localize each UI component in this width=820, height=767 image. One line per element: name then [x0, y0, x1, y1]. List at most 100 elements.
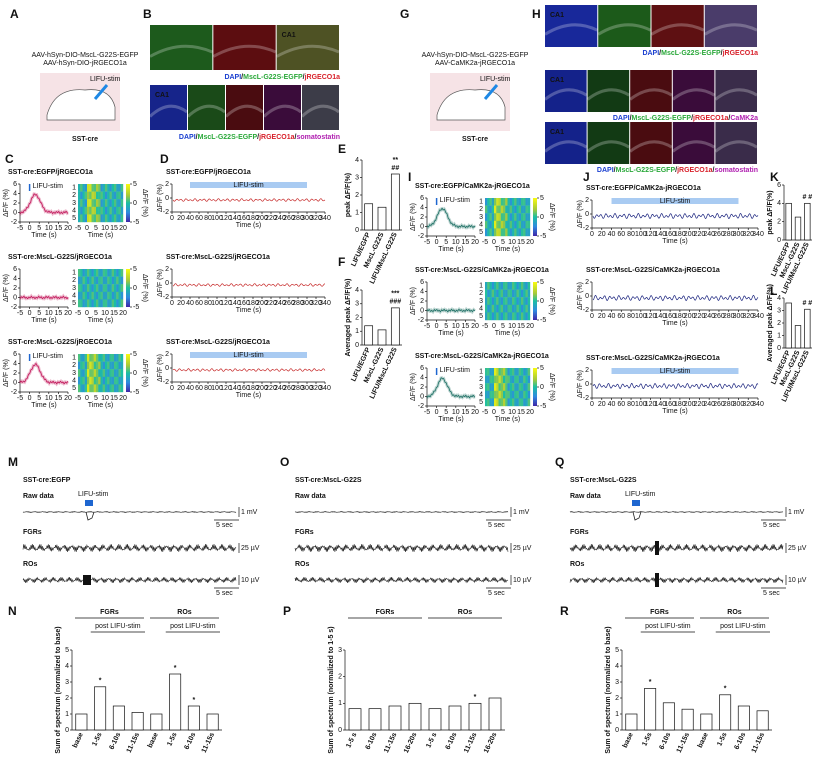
heatmap-cell [505, 198, 508, 206]
heatmap-cell [503, 383, 506, 391]
caption: DAPI/MscL-G22S-EGFP/jRGECO1a/somatostati… [597, 167, 758, 174]
x-tick-label: -5 [482, 323, 488, 330]
heatmap-cell [494, 289, 497, 298]
heatmap-cell [527, 368, 531, 376]
heatmap-cell [518, 297, 522, 305]
y-tick-label: -2 [583, 307, 589, 314]
heatmap-cell [527, 375, 531, 384]
heatmap-cell [516, 205, 519, 214]
heatmap-cell [114, 214, 117, 223]
heatmap-cell [100, 199, 103, 207]
caption-part: / [241, 74, 243, 81]
x-tick-label: 340 [319, 300, 331, 307]
x-tick-label: 15 [462, 409, 470, 416]
significance: ## [391, 165, 399, 172]
x-tick-label: 20 [119, 310, 127, 317]
heat-row-label: 5 [479, 399, 483, 406]
heatmap-cell [525, 213, 528, 221]
heatmap-cell [489, 297, 492, 305]
stim-marker [632, 500, 640, 506]
colorbar-tick-label: 5 [133, 266, 137, 273]
panel-letter: Q [555, 455, 564, 469]
x-tick-label: 11-15s [383, 732, 398, 754]
heatmap-cell [523, 282, 526, 290]
y-axis-label: ΔF/F (%) [577, 282, 584, 310]
heatmap-cell [509, 282, 513, 290]
micrograph-texture [714, 140, 758, 153]
x-tick-label: 15 [110, 225, 118, 232]
heatmap-cell [96, 269, 99, 277]
heatmap-cell [98, 276, 101, 285]
heatmap-cell [491, 289, 495, 298]
heatmap-cell [494, 390, 497, 399]
heatmap-cell [518, 289, 522, 298]
heatmap-cell [498, 205, 501, 214]
x-axis-label: Time (s) [88, 402, 113, 409]
heatmap-cell [118, 291, 121, 300]
scale-label: 25 µV [788, 545, 807, 552]
heatmap-cell [505, 312, 508, 321]
stim-bar [190, 352, 307, 358]
bar [662, 702, 675, 731]
row-title: SST-cre:MscL-G22S/jRGECO1a [166, 339, 270, 346]
heatmap-cell [84, 206, 88, 215]
significance: * [724, 686, 727, 693]
heatmap-cell [84, 191, 88, 200]
heatmap-cell [118, 354, 121, 362]
heatmap-cell [518, 398, 522, 407]
x-tick-label: 20 [64, 225, 72, 232]
heatmap-cell [82, 284, 85, 292]
panel-letter: L [770, 284, 777, 298]
heatmap-cell [89, 369, 92, 377]
x-tick-label: 300 [301, 215, 313, 222]
micrograph [276, 25, 339, 70]
colorbar [126, 184, 130, 222]
x-tick-label: 240 [274, 215, 286, 222]
heatmap-cell [500, 398, 504, 407]
row-title: SST-cre:MscL-G22S/CaMK2a-jRGECO1a [586, 267, 720, 274]
stim-marker [85, 500, 93, 506]
heat-row-label: 2 [72, 277, 76, 284]
colorbar [533, 282, 537, 320]
caption: DAPI/MscL-G22S-EGFP/jRGECO1a/somatostati… [179, 134, 340, 141]
x-tick-label: 260 [283, 385, 295, 392]
heatmap-cell [96, 199, 99, 207]
y-axis-label: ΔF/F (%) [577, 370, 584, 398]
colorbar-tick-label: -5 [133, 389, 139, 396]
x-tick-label: 10 [452, 409, 460, 416]
heatmap-cell [96, 291, 99, 300]
y-tick-label: 6 [777, 182, 781, 189]
x-tick-label: 160 [664, 401, 676, 408]
bar [719, 694, 732, 731]
x-tick-label: 0 [170, 385, 174, 392]
row-label: Raw data [23, 493, 54, 500]
heatmap-cell [105, 276, 108, 285]
significance: *** [391, 291, 399, 298]
heatmap-cell [491, 198, 495, 206]
heatmap-cell [111, 299, 115, 308]
x-tick-label: 320 [310, 385, 322, 392]
y-tick-label: 4 [777, 200, 781, 207]
bar [390, 173, 400, 231]
heatmap-cell [485, 383, 488, 391]
heatmap-cell [505, 228, 508, 237]
heatmap-cell [496, 398, 499, 407]
virus-label: AAV-hSyn-DIO-MscL-G22S-EGFP [32, 52, 139, 59]
heatmap-cell [82, 299, 85, 308]
x-axis-label: Time (s) [438, 246, 463, 253]
heatmap-cell [100, 299, 103, 308]
x-tick-label: 20 [526, 409, 534, 416]
heatmap-cell [98, 369, 101, 377]
x-tick-label: 140 [655, 401, 667, 408]
caption-part: MscL-G22S-EGFP [198, 134, 258, 141]
x-tick-label: 320 [742, 313, 754, 320]
y-tick-label: 6 [13, 351, 17, 358]
heatmap-cell [498, 213, 501, 221]
heatmap-cell [105, 199, 108, 207]
heatmap-cell [118, 369, 121, 377]
micrograph [598, 5, 651, 47]
heatmap-cell [485, 198, 488, 206]
heatmap-cell [498, 398, 501, 407]
heatmap-cell [527, 228, 531, 237]
x-axis-label: Time (s) [662, 238, 687, 245]
